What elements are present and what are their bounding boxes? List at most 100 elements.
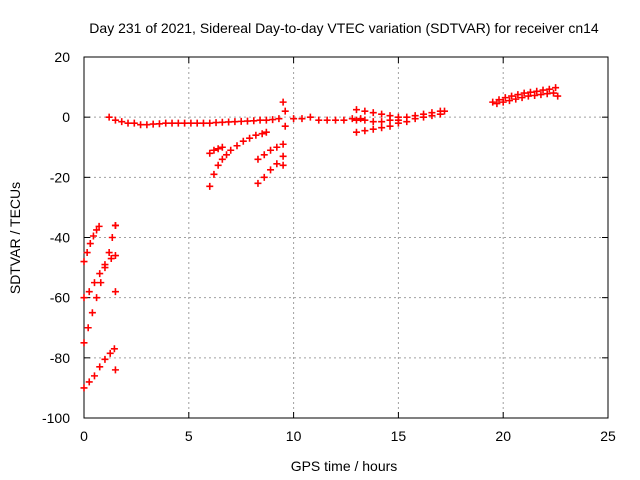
data-point (111, 288, 119, 296)
data-point (361, 127, 369, 135)
series-arc-a (80, 222, 103, 266)
data-point (275, 115, 283, 123)
x-tick-label: 15 (391, 428, 407, 444)
data-point (83, 249, 91, 257)
data-point (306, 113, 314, 121)
grid (84, 57, 608, 418)
data-point (96, 363, 104, 371)
data-point (340, 116, 348, 124)
data-point (80, 384, 88, 392)
axis-ticks: 0 5 10 15 20 25 -100 -80 -60 -40 -20 0 20 (42, 49, 616, 444)
data-point (378, 124, 386, 132)
data-point (246, 134, 254, 142)
data-point (101, 264, 109, 272)
data-point (85, 288, 93, 296)
data-point (210, 170, 218, 178)
data-point (537, 91, 545, 99)
data-point (501, 94, 509, 102)
data-point (95, 222, 103, 230)
data-point (111, 366, 119, 374)
data-point (332, 116, 340, 124)
data-point (436, 110, 444, 118)
data-point (520, 89, 528, 97)
data-point (543, 90, 551, 98)
data-point (505, 97, 513, 105)
data-point (212, 119, 220, 127)
series-band-3 (290, 113, 365, 124)
x-tick-label: 25 (600, 428, 616, 444)
data-point (441, 107, 449, 115)
data-point (260, 151, 268, 159)
y-tick-label: -60 (50, 290, 70, 306)
data-point (206, 149, 214, 157)
data-point (531, 92, 539, 100)
data-point (93, 226, 101, 234)
data-point (499, 98, 507, 106)
data-point (84, 324, 92, 332)
data-point (89, 232, 97, 240)
x-tick-label: 5 (185, 428, 193, 444)
data-point (111, 252, 119, 260)
y-tick-label: -80 (50, 350, 70, 366)
data-point (394, 116, 402, 124)
data-point (533, 87, 541, 95)
data-point (193, 119, 201, 127)
series-band-5-lower (493, 89, 562, 108)
data-point (80, 258, 88, 266)
data-points (80, 84, 562, 392)
data-point (97, 279, 105, 287)
series-rise-3 (254, 152, 287, 187)
data-point (181, 119, 189, 127)
data-point (206, 119, 214, 127)
data-point (262, 128, 270, 136)
x-axis-label: GPS time / hours (291, 458, 398, 474)
data-point (279, 152, 287, 160)
data-point (88, 309, 96, 317)
data-point (187, 119, 195, 127)
data-point (143, 121, 151, 129)
data-point (162, 119, 170, 127)
data-point (243, 117, 251, 125)
y-tick-label: -100 (42, 410, 70, 426)
data-point (352, 128, 360, 136)
data-point (348, 115, 356, 123)
data-point (369, 125, 377, 133)
data-point (269, 116, 277, 124)
data-point (258, 130, 266, 138)
data-point (545, 85, 553, 93)
data-point (206, 182, 214, 190)
data-point (239, 137, 247, 145)
series-outliers-early (111, 221, 119, 374)
data-point (267, 166, 275, 174)
data-point (85, 378, 93, 386)
y-tick-label: -20 (50, 169, 70, 185)
data-point (237, 117, 245, 125)
data-point (252, 131, 260, 139)
y-tick-label: 20 (54, 49, 70, 65)
data-point (231, 118, 239, 126)
data-point (130, 119, 138, 127)
data-point (260, 173, 268, 181)
data-point (90, 279, 98, 287)
data-point (218, 155, 226, 163)
data-point (262, 116, 270, 124)
data-point (315, 116, 323, 124)
data-point (168, 119, 176, 127)
data-point (149, 120, 157, 128)
series-rise-1 (206, 128, 270, 190)
data-point (80, 294, 88, 302)
data-point (369, 109, 377, 117)
data-point (93, 294, 101, 302)
data-point (550, 89, 558, 97)
data-point (273, 143, 281, 151)
data-point (524, 92, 532, 100)
data-point (281, 107, 289, 115)
chart-title: Day 231 of 2021, Sidereal Day-to-day VTE… (89, 20, 599, 36)
data-point (111, 116, 119, 124)
data-point (518, 94, 526, 102)
data-point (554, 92, 562, 100)
data-point (352, 116, 360, 124)
data-point (254, 155, 262, 163)
data-point (174, 119, 182, 127)
data-point (357, 115, 365, 123)
